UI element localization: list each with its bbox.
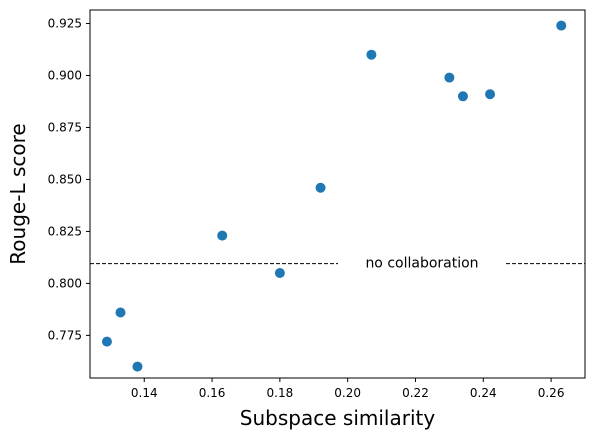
- y-axis-title: Rouge-L score: [6, 123, 30, 264]
- x-axis-ticks: 0.14 0.16 0.18 0.20 0.22 0.24 0.26: [131, 378, 565, 400]
- x-tick-label: 0.26: [538, 386, 565, 400]
- x-tick-label: 0.16: [199, 386, 226, 400]
- y-tick-label: 0.800: [48, 276, 82, 290]
- x-tick-label: 0.20: [334, 386, 361, 400]
- y-tick-label: 0.850: [48, 172, 82, 186]
- plot-frame: [89, 9, 586, 379]
- data-points: [101, 20, 567, 372]
- data-point: [457, 91, 468, 102]
- reference-line-group: no collaboration: [90, 256, 585, 272]
- y-axis-ticks: 0.775 0.800 0.825 0.850 0.875 0.900 0.925: [48, 17, 90, 342]
- data-point: [366, 49, 377, 60]
- data-point: [101, 336, 112, 347]
- data-point: [217, 230, 228, 241]
- data-point: [115, 307, 126, 318]
- data-point: [485, 89, 496, 100]
- data-point: [132, 361, 143, 372]
- data-point: [556, 20, 567, 31]
- y-tick-label: 0.925: [48, 17, 82, 31]
- x-tick-label: 0.24: [470, 386, 497, 400]
- x-tick-label: 0.14: [131, 386, 158, 400]
- data-point: [444, 72, 455, 83]
- reference-line-label: no collaboration: [365, 256, 478, 272]
- x-tick-label: 0.18: [267, 386, 294, 400]
- data-point: [315, 182, 326, 193]
- data-point: [274, 268, 285, 279]
- x-axis-title: Subspace similarity: [240, 406, 436, 430]
- y-tick-label: 0.900: [48, 68, 82, 82]
- x-tick-label: 0.22: [402, 386, 429, 400]
- y-tick-label: 0.875: [48, 120, 82, 134]
- y-tick-label: 0.825: [48, 224, 82, 238]
- y-tick-label: 0.775: [48, 328, 82, 342]
